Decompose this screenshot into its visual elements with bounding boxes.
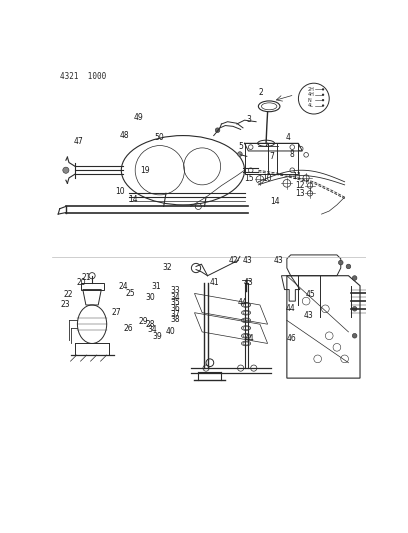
Circle shape: [322, 88, 324, 91]
Bar: [244, 143, 298, 174]
Text: 27: 27: [112, 308, 121, 317]
Text: 43: 43: [303, 311, 313, 320]
Text: N: N: [308, 98, 311, 103]
Text: 14: 14: [128, 195, 138, 204]
Text: 46: 46: [286, 334, 296, 343]
Circle shape: [346, 264, 351, 269]
Text: 2H: 2H: [308, 87, 315, 92]
Text: 34: 34: [147, 326, 157, 334]
Text: 32: 32: [163, 263, 173, 272]
Text: 33: 33: [170, 286, 180, 295]
Text: 4321  1000: 4321 1000: [60, 72, 106, 81]
Text: 2: 2: [259, 88, 263, 97]
Circle shape: [353, 306, 357, 311]
Text: 25: 25: [125, 289, 135, 298]
Text: 45: 45: [305, 290, 315, 299]
Text: 35: 35: [170, 298, 180, 308]
Circle shape: [237, 152, 242, 156]
Text: 29: 29: [139, 317, 149, 326]
Circle shape: [353, 334, 357, 338]
Text: 43: 43: [244, 278, 253, 287]
Text: 28: 28: [145, 320, 155, 329]
Text: 8: 8: [290, 150, 295, 159]
Text: 20: 20: [76, 278, 86, 287]
Text: 42: 42: [229, 256, 238, 265]
Text: 47: 47: [74, 138, 84, 147]
Text: 19: 19: [140, 166, 149, 175]
Circle shape: [322, 94, 324, 96]
Text: 49: 49: [133, 113, 143, 122]
Text: 14: 14: [270, 197, 280, 206]
Text: 31: 31: [151, 282, 161, 291]
Circle shape: [322, 104, 324, 107]
Text: 36: 36: [170, 304, 180, 313]
Text: 4: 4: [285, 133, 290, 142]
Text: 39: 39: [153, 333, 162, 341]
Circle shape: [215, 128, 220, 133]
Text: 26: 26: [123, 324, 133, 333]
Text: 48: 48: [120, 131, 129, 140]
Circle shape: [353, 276, 357, 280]
Text: 4L: 4L: [308, 103, 313, 108]
Text: 4H: 4H: [308, 92, 315, 97]
Text: 37: 37: [170, 310, 180, 319]
Text: 44: 44: [285, 304, 295, 313]
Text: 24: 24: [119, 282, 129, 291]
Text: 15: 15: [244, 174, 254, 183]
Text: 10: 10: [262, 174, 272, 183]
Text: 38: 38: [171, 315, 180, 324]
Text: 44: 44: [244, 334, 254, 343]
Text: 41: 41: [210, 278, 220, 287]
Text: 22: 22: [64, 290, 73, 299]
Text: 43: 43: [273, 256, 283, 265]
Text: 3: 3: [247, 115, 252, 124]
Text: 11: 11: [292, 172, 302, 181]
Text: 7: 7: [270, 152, 274, 161]
Text: 43: 43: [242, 256, 252, 265]
Text: 5: 5: [238, 142, 243, 150]
Text: 12: 12: [295, 181, 305, 190]
Circle shape: [322, 99, 324, 101]
Text: 40: 40: [166, 327, 176, 336]
Text: 21: 21: [81, 273, 91, 282]
Text: 34: 34: [170, 293, 180, 302]
Text: 50: 50: [154, 133, 164, 142]
Text: 30: 30: [145, 293, 155, 302]
Text: 13: 13: [295, 189, 305, 198]
Text: 44: 44: [237, 298, 247, 308]
Circle shape: [63, 167, 69, 173]
Text: 10: 10: [115, 187, 124, 196]
Circle shape: [339, 260, 343, 265]
Text: 23: 23: [60, 300, 70, 309]
